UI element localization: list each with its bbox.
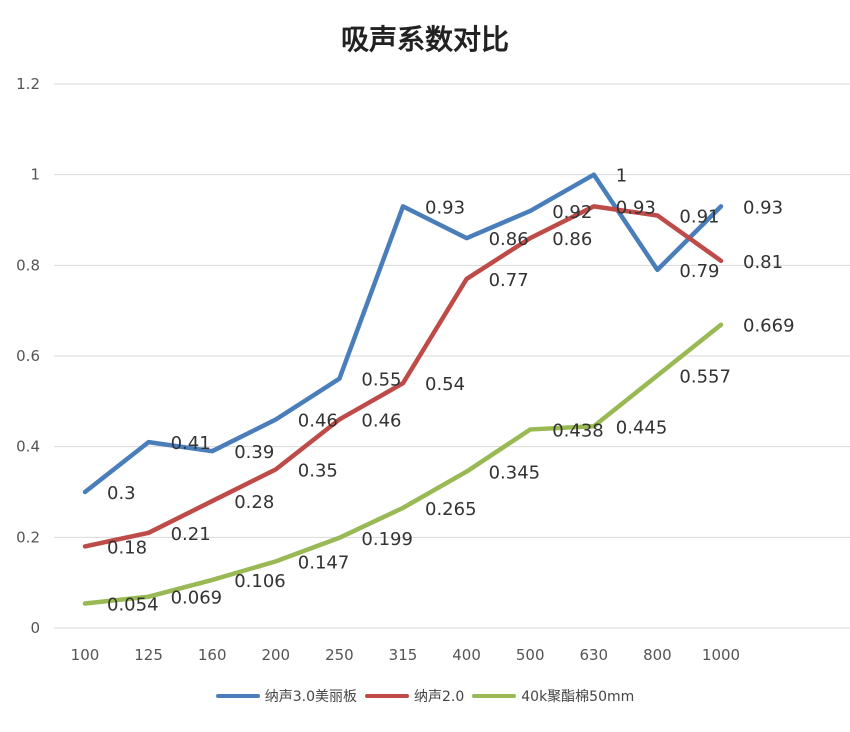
data-label: 0.86 (552, 229, 592, 250)
y-tick-label: 0.8 (16, 256, 40, 274)
x-tick-label: 100 (71, 646, 100, 664)
series-line-3 (82, 322, 724, 606)
y-tick-label: 0.2 (16, 528, 40, 546)
data-label: 0.93 (425, 197, 465, 218)
data-label: 0.265 (425, 499, 477, 520)
data-label: 0.18 (107, 537, 147, 558)
data-label: 0.46 (298, 410, 338, 431)
data-label: 0.93 (616, 197, 656, 218)
legend-item-2: 纳声2.0 (364, 686, 465, 706)
data-label: 0.79 (679, 261, 719, 282)
data-label: 0.86 (489, 229, 529, 250)
data-label: 0.92 (552, 202, 592, 223)
x-tick-label: 800 (643, 646, 672, 664)
y-tick-label: 0 (30, 619, 40, 637)
y-tick-label: 0.4 (16, 438, 40, 456)
legend-item-1: 纳声3.0美丽板 (215, 686, 357, 706)
chart-title: 吸声系数对比 (340, 23, 509, 56)
legend-swatch (364, 694, 409, 698)
data-label: 0.106 (234, 571, 286, 592)
y-tick-label: 1.2 (16, 75, 40, 93)
data-label: 0.345 (489, 463, 541, 484)
data-label: 0.557 (679, 366, 731, 387)
legend-swatch (215, 694, 260, 698)
x-tick-label: 1000 (702, 646, 740, 664)
data-label: 0.41 (171, 433, 211, 454)
data-label: 0.46 (361, 410, 401, 431)
x-tick-label: 200 (261, 646, 290, 664)
x-tick-label: 400 (452, 646, 481, 664)
legend-swatch (472, 694, 517, 698)
data-label: 0.069 (171, 588, 223, 609)
legend-item-3: 40k聚酯棉50mm (472, 686, 634, 706)
data-label: 0.77 (489, 270, 529, 291)
data-label: 0.28 (234, 492, 274, 513)
y-tick-label: 0.6 (16, 347, 40, 365)
data-label: 0.21 (171, 524, 211, 545)
data-label: 0.147 (298, 552, 350, 573)
data-label: 0.54 (425, 374, 465, 395)
data-label: 0.39 (234, 442, 274, 463)
y-tick-label: 1 (30, 166, 40, 184)
data-label: 0.445 (616, 417, 668, 438)
data-label: 0.81 (743, 252, 783, 273)
data-label: 0.35 (298, 460, 338, 481)
data-label: 0.93 (743, 197, 783, 218)
data-label: 0.55 (361, 370, 401, 391)
data-label: 0.054 (107, 595, 159, 616)
x-tick-label: 160 (198, 646, 227, 664)
data-label: 1 (616, 166, 627, 187)
legend-label: 纳声2.0 (413, 689, 465, 705)
x-tick-label: 250 (325, 646, 354, 664)
data-label: 0.438 (552, 420, 604, 441)
series-line-2 (82, 204, 724, 549)
legend: 纳声3.0美丽板 纳声2.0 40k聚酯棉50mm (0, 686, 850, 706)
x-tick-label: 125 (134, 646, 163, 664)
series-line-1 (82, 172, 724, 495)
x-tick-label: 500 (516, 646, 545, 664)
legend-label: 纳声3.0美丽板 (264, 689, 357, 705)
x-tick-label: 630 (579, 646, 608, 664)
data-label: 0.3 (107, 483, 136, 504)
x-tick-label: 315 (389, 646, 418, 664)
data-label: 0.91 (679, 206, 719, 227)
data-label: 0.199 (361, 529, 413, 550)
data-label: 0.669 (743, 316, 795, 337)
legend-label: 40k聚酯棉50mm (521, 689, 635, 705)
